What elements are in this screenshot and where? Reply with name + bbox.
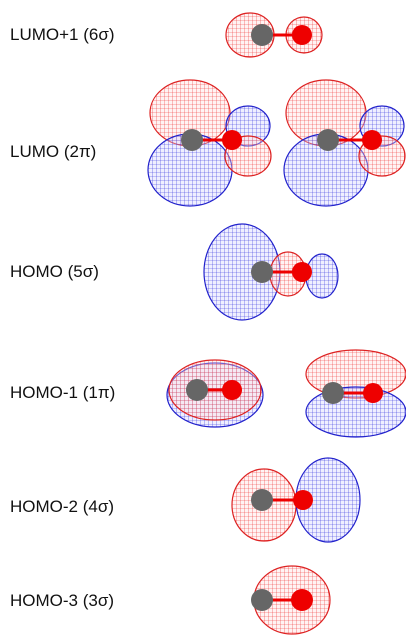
- orbital-label: HOMO-3 (3σ): [10, 591, 114, 611]
- orbital-lumo-a: [148, 80, 271, 206]
- orbital-label: HOMO (5σ): [10, 262, 99, 282]
- orbital-homo1-b: [306, 350, 406, 437]
- orbital-label: HOMO-1 (1π): [10, 383, 115, 403]
- orbital-lumo1: [226, 13, 322, 57]
- orbital-label: LUMO (2π): [10, 142, 96, 162]
- orbital-drawings: [0, 0, 406, 635]
- figure: LUMO+1 (6σ) LUMO (2π) HOMO (5σ) HOMO-1 (…: [0, 0, 406, 635]
- orbital-lumo-b: [284, 80, 405, 206]
- orbital-homo1-a: [167, 360, 263, 427]
- orbital-label: LUMO+1 (6σ): [10, 25, 115, 45]
- orbital-homo3: [251, 566, 330, 634]
- orbital-homo2: [232, 458, 360, 542]
- orbital-label: HOMO-2 (4σ): [10, 497, 114, 517]
- orbital-homo: [204, 224, 338, 320]
